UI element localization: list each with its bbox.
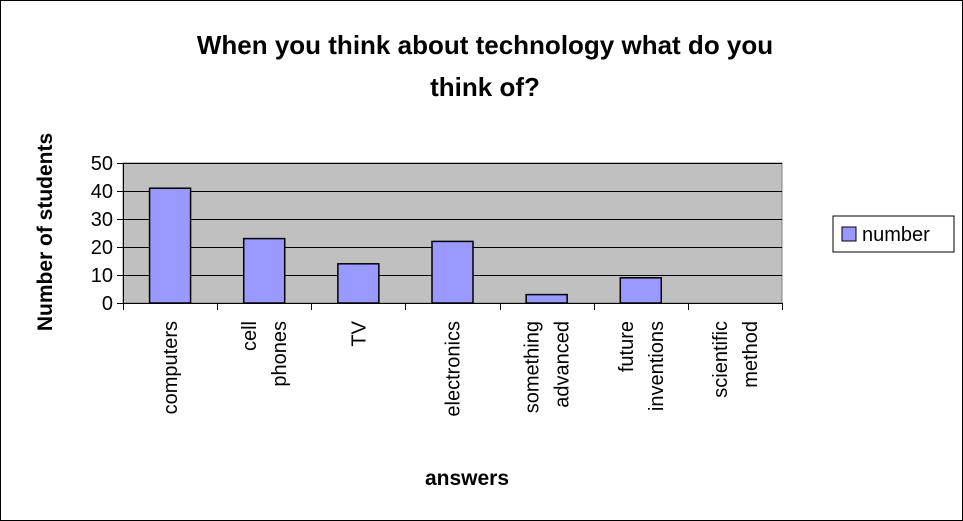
x-category-label: something — [522, 321, 544, 413]
bar — [619, 277, 663, 304]
x-category-label: inventions — [646, 321, 668, 411]
x-category-label: scientific — [710, 321, 732, 398]
bar — [431, 240, 474, 304]
x-category-label: TV — [348, 320, 370, 346]
chart-title-line: think of? — [430, 72, 540, 102]
y-axis-title: Number of students — [34, 133, 57, 331]
bar — [525, 293, 568, 304]
x-category-label: computers — [160, 321, 182, 414]
x-category-label: method — [740, 321, 762, 388]
legend: number — [832, 215, 955, 253]
bar — [148, 187, 192, 304]
y-tick-label: 50 — [91, 153, 113, 175]
y-tick-labels: 0 10 20 30 40 50 — [91, 153, 113, 315]
x-category-label: cell — [239, 321, 261, 351]
x-category-label: electronics — [443, 321, 465, 417]
y-tick-label: 0 — [102, 293, 113, 315]
x-category-label: future — [616, 321, 638, 372]
legend-label: number — [862, 224, 930, 246]
bars — [148, 187, 663, 304]
x-axis-title: answers — [425, 467, 509, 490]
chart-title: When you think about technology what do … — [197, 30, 773, 102]
x-category-label: phones — [269, 321, 291, 387]
y-tick-label: 40 — [91, 181, 113, 203]
bar — [337, 263, 380, 304]
legend-swatch — [841, 226, 857, 242]
y-tick-label: 10 — [91, 265, 113, 287]
x-category-labels: computers cell phones TV electronics somethin… — [160, 320, 762, 416]
x-category-label: advanced — [552, 321, 574, 408]
bar — [242, 237, 286, 304]
axes — [117, 163, 783, 310]
chart-title-line: When you think about technology what do … — [197, 30, 773, 60]
y-tick-label: 20 — [91, 237, 113, 259]
y-tick-label: 30 — [91, 209, 113, 231]
